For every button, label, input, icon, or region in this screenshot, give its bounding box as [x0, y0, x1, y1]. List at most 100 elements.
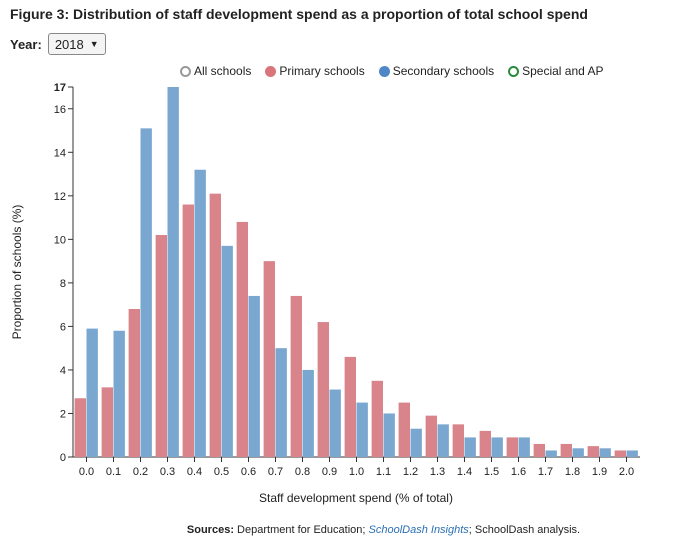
y-tick-label: 10	[54, 234, 66, 246]
secondary-bar[interactable]	[329, 389, 341, 457]
secondary-bar[interactable]	[410, 428, 422, 457]
x-tick-label: 1.7	[538, 466, 553, 478]
secondary-bar[interactable]	[356, 402, 368, 457]
secondary-bar[interactable]	[383, 413, 395, 457]
legend-secondary-schools[interactable]: Secondary schools	[378, 64, 495, 78]
x-tick-label: 0.8	[295, 466, 310, 478]
secondary-bar[interactable]	[518, 437, 530, 457]
x-tick-label: 0.0	[79, 466, 94, 478]
y-axis: 0 2 4 6 8 10 12 14 16 17	[54, 82, 74, 464]
x-tick-label: 0.5	[214, 466, 229, 478]
legend-swatch-special-ap	[508, 65, 520, 77]
y-tick-label: 16	[54, 104, 66, 116]
x-tick-label: 1.0	[349, 466, 364, 478]
chart-title: Figure 3: Distribution of staff developm…	[10, 6, 588, 22]
secondary-bar[interactable]	[167, 87, 179, 457]
legend-swatch-secondary-schools	[378, 65, 390, 77]
y-tick-label: 17	[54, 82, 66, 94]
primary-bar[interactable]	[74, 398, 86, 457]
x-tick-label: 1.4	[457, 466, 472, 478]
secondary-bar[interactable]	[626, 450, 638, 457]
year-label: Year:	[10, 36, 42, 52]
secondary-bar[interactable]	[491, 437, 503, 457]
secondary-bar[interactable]	[86, 328, 98, 457]
year-select-value: 2018	[54, 36, 84, 52]
source-part2: ; SchoolDash analysis.	[468, 524, 581, 536]
primary-bar[interactable]	[614, 450, 626, 457]
secondary-bar[interactable]	[140, 128, 152, 457]
y-tick-label: 4	[60, 365, 66, 377]
legend-label-secondary-schools: Secondary schools	[392, 64, 495, 78]
x-tick-label: 1.2	[403, 466, 418, 478]
secondary-bar[interactable]	[464, 437, 476, 457]
primary-bar[interactable]	[371, 380, 383, 457]
x-tick-label: 0.9	[322, 466, 337, 478]
legend-primary-schools[interactable]: Primary schools	[265, 64, 365, 78]
year-filter: Year: 2018 ▼	[10, 33, 106, 55]
secondary-bar[interactable]	[221, 245, 233, 457]
primary-bar[interactable]	[425, 415, 437, 457]
y-tick-label: 0	[60, 452, 66, 464]
bars	[74, 87, 638, 457]
x-tick-label: 0.2	[133, 466, 148, 478]
primary-bar[interactable]	[317, 322, 329, 457]
y-tick-label: 6	[60, 321, 66, 333]
primary-bar[interactable]	[290, 295, 302, 457]
primary-bar[interactable]	[263, 261, 275, 457]
x-tick-label: 0.7	[268, 466, 283, 478]
primary-bar[interactable]	[182, 204, 194, 457]
legend-swatch-primary-schools	[265, 65, 277, 77]
primary-bar[interactable]	[533, 443, 545, 457]
source-link[interactable]: SchoolDash Insights	[368, 524, 469, 536]
secondary-bar[interactable]	[599, 448, 611, 457]
y-tick-label: 14	[54, 147, 66, 159]
bar-chart: 0 2 4 6 8 10 12 14 16 17 0.0 0.1 0.2 0.3 0.4 0.5 0.6 0.7…	[10, 82, 640, 505]
x-tick-label: 1.8	[565, 466, 580, 478]
x-tick-label: 1.9	[592, 466, 607, 478]
primary-bar[interactable]	[128, 309, 140, 457]
x-tick-label: 0.6	[241, 466, 256, 478]
secondary-bar[interactable]	[194, 169, 206, 457]
x-tick-label: 1.1	[376, 466, 391, 478]
y-tick-label: 2	[60, 408, 66, 420]
secondary-bar[interactable]	[572, 448, 584, 457]
y-tick-label: 12	[54, 191, 66, 203]
year-select[interactable]: 2018 ▼	[47, 33, 106, 55]
y-tick-label: 8	[60, 278, 66, 290]
primary-bar[interactable]	[398, 402, 410, 457]
y-axis-label: Proportion of schools (%)	[10, 205, 24, 340]
secondary-bar[interactable]	[113, 330, 125, 457]
primary-bar[interactable]	[560, 443, 572, 457]
primary-bar[interactable]	[101, 387, 113, 457]
legend-all-schools[interactable]: All schools	[180, 64, 251, 78]
primary-bar[interactable]	[479, 430, 491, 457]
legend-special-ap[interactable]: Special and AP	[508, 64, 604, 78]
primary-bar[interactable]	[587, 446, 599, 457]
secondary-bar[interactable]	[248, 295, 260, 457]
primary-bar[interactable]	[236, 221, 248, 457]
x-tick-label: 1.5	[484, 466, 499, 478]
secondary-bar[interactable]	[275, 348, 287, 457]
x-tick-label: 1.3	[430, 466, 445, 478]
x-axis-label: Staff development spend (% of total)	[259, 491, 453, 505]
legend: All schools Primary schools Secondary sc…	[180, 64, 618, 78]
primary-bar[interactable]	[344, 356, 356, 457]
primary-bar[interactable]	[506, 437, 518, 457]
chevron-down-icon: ▼	[89, 39, 99, 49]
legend-label-special-ap: Special and AP	[522, 64, 604, 78]
x-tick-label: 1.6	[511, 466, 526, 478]
x-tick-label: 0.1	[106, 466, 121, 478]
primary-bar[interactable]	[209, 193, 221, 457]
x-tick-label: 0.4	[187, 466, 202, 478]
legend-swatch-all-schools	[180, 65, 191, 77]
primary-bar[interactable]	[155, 235, 167, 457]
primary-bar[interactable]	[452, 424, 464, 457]
secondary-bar[interactable]	[302, 369, 314, 457]
x-tick-label: 0.3	[160, 466, 175, 478]
legend-label-all-schools: All schools	[194, 64, 252, 78]
x-tick-label: 2.0	[619, 466, 634, 478]
source-part1: Department for Education;	[237, 524, 366, 536]
secondary-bar[interactable]	[437, 424, 449, 457]
secondary-bar[interactable]	[545, 450, 557, 457]
source-prefix: Sources:	[186, 524, 234, 536]
